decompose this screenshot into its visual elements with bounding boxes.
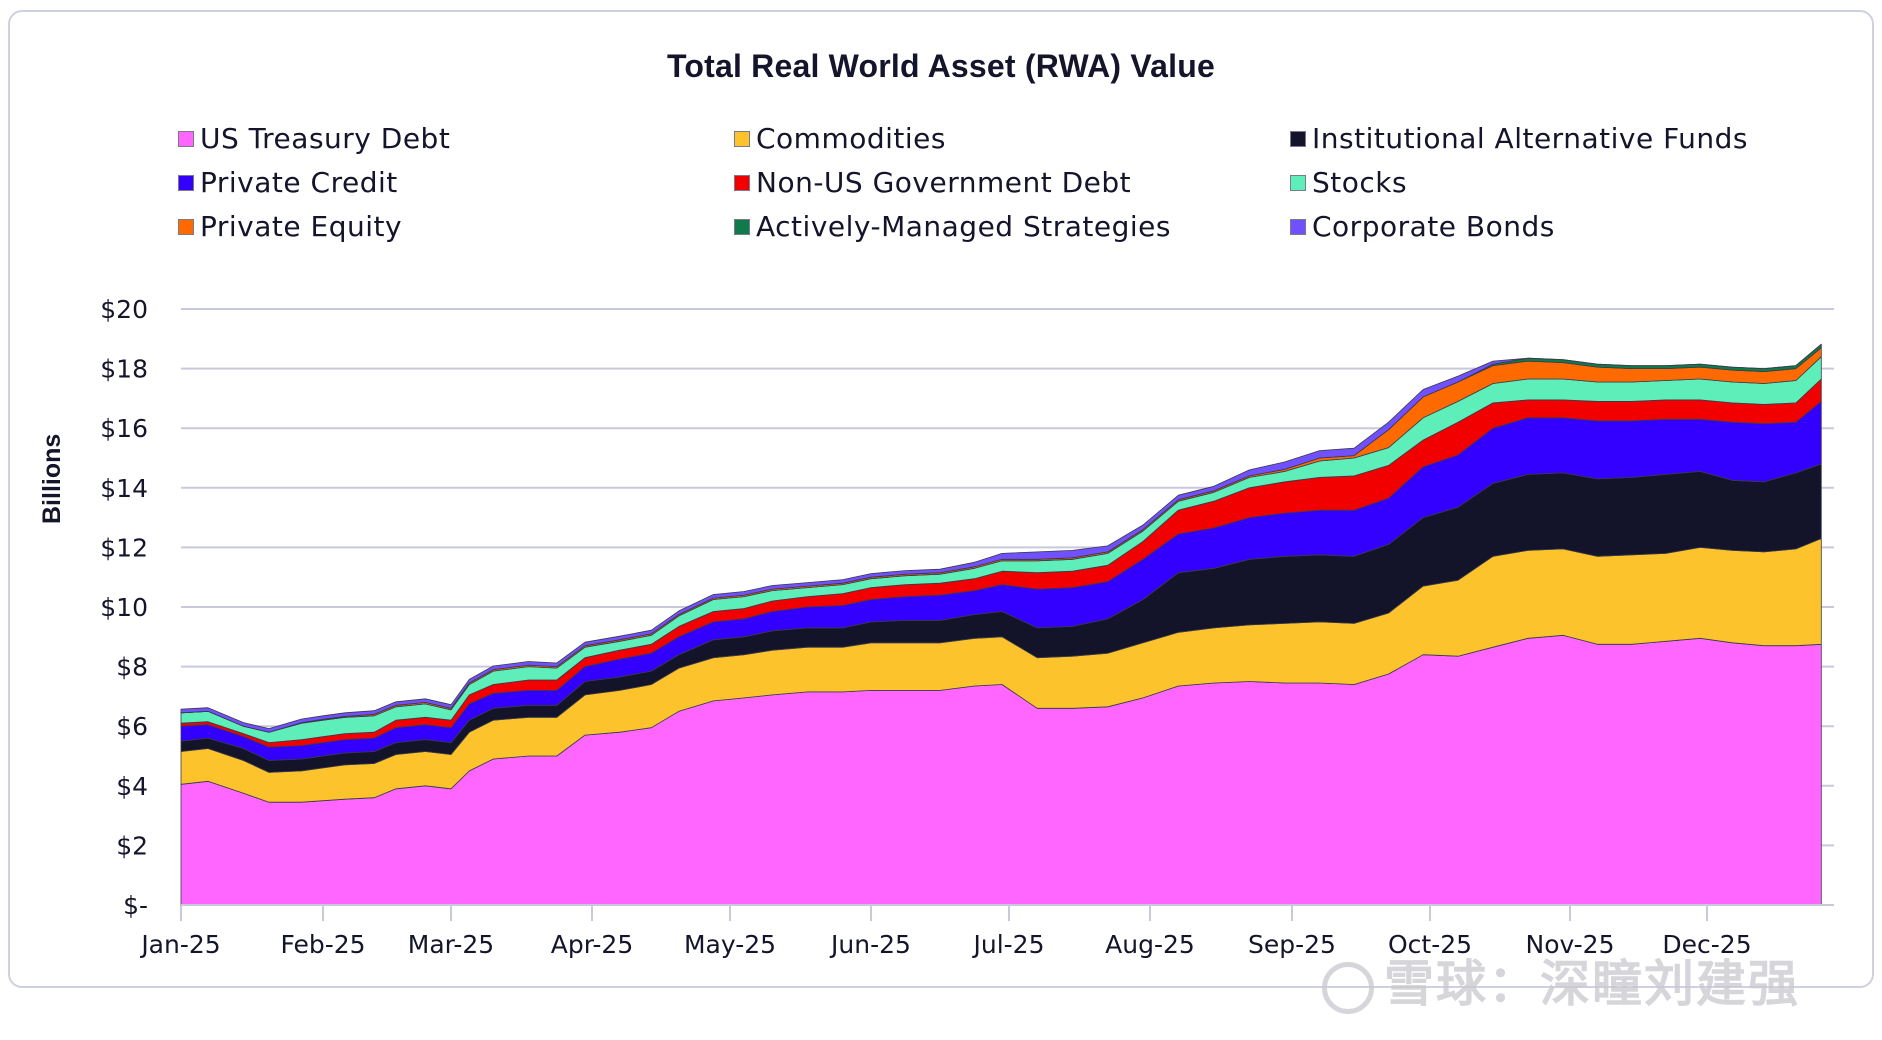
y-tick-label: $6 (116, 712, 148, 741)
x-tick-label: May-25 (684, 930, 776, 959)
legend-label: US Treasury Debt (200, 122, 451, 155)
area-series (180, 343, 1822, 906)
legend-label: Corporate Bonds (1312, 210, 1555, 243)
legend-label: Institutional Alternative Funds (1312, 122, 1748, 155)
legend-swatch-icon (1290, 218, 1306, 235)
x-axis: Jan-25 Feb-25 Mar-25 Apr-25 May-25 Jun-25 Jul-… (139, 904, 1834, 959)
legend-label: Private Equity (200, 210, 403, 243)
legend-swatch-icon (178, 174, 194, 191)
x-tick-label: Jun-25 (829, 930, 911, 959)
area-corporate-bonds (180, 343, 1822, 733)
x-tick-label: Mar-25 (408, 930, 494, 959)
watermark: 雪球：深瞳刘建强 (1322, 944, 1800, 1016)
legend-item-us-treasury-debt: US Treasury Debt (178, 122, 450, 155)
y-tick-label: $8 (116, 653, 148, 682)
x-tick-label: Dec-25 (1662, 930, 1751, 959)
legend-label: Non-US Government Debt (756, 166, 1132, 199)
legend-item-non-us-government-debt: Non-US Government Debt (734, 166, 1131, 199)
legend-label: Private Credit (200, 166, 398, 199)
y-tick-label: $4 (116, 772, 148, 801)
legend-item-actively-managed-strategies: Actively-Managed Strategies (734, 210, 1171, 243)
legend-item-private-credit: Private Credit (178, 166, 398, 199)
y-tick-label: $18 (100, 355, 148, 384)
legend-swatch-icon (1290, 174, 1306, 191)
legend-item-stocks: Stocks (1290, 166, 1407, 199)
legend-label: Stocks (1312, 166, 1408, 199)
x-tick-label: Sep-25 (1248, 930, 1336, 959)
y-tick-label: $10 (100, 593, 148, 622)
x-tick-label: Feb-25 (280, 930, 365, 959)
legend-swatch-icon (178, 218, 194, 235)
y-tick-label: $16 (100, 414, 148, 443)
legend-swatch-icon (734, 218, 750, 235)
legend-item-corporate-bonds: Corporate Bonds (1290, 210, 1555, 243)
legend-item-institutional-alternative-funds: Institutional Alternative Funds (1290, 122, 1748, 155)
y-tick-label: $14 (100, 474, 148, 503)
watermark-text: 雪球：深瞳刘建强 (1384, 955, 1800, 1013)
y-tick-label: $2 (116, 831, 148, 860)
x-tick-label: Jan-25 (139, 930, 220, 959)
y-axis-ticks: $- $2 $4 $6 $8 $10 $12 $14 $16 $18 $20 (100, 295, 148, 920)
y-tick-label: $20 (100, 295, 148, 324)
legend-item-private-equity: Private Equity (178, 210, 402, 243)
chart-title: Total Real World Asset (RWA) Value (667, 48, 1215, 84)
legend-swatch-icon (178, 130, 194, 147)
legend-label: Actively-Managed Strategies (756, 210, 1171, 243)
x-tick-label: Oct-25 (1388, 930, 1472, 959)
y-tick-label: $- (123, 891, 148, 920)
snowball-logo-icon (1322, 961, 1374, 1014)
legend-swatch-icon (1290, 130, 1306, 147)
y-tick-label: $12 (100, 533, 148, 562)
x-tick-label: Aug-25 (1105, 930, 1195, 959)
legend-item-commodities: Commodities (734, 122, 946, 155)
x-tick-label: Apr-25 (551, 930, 633, 959)
x-tick-label: Jul-25 (972, 930, 1045, 959)
x-tick-label: Nov-25 (1526, 930, 1615, 959)
legend-swatch-icon (734, 174, 750, 191)
legend-swatch-icon (734, 130, 750, 147)
legend-label: Commodities (756, 122, 946, 155)
